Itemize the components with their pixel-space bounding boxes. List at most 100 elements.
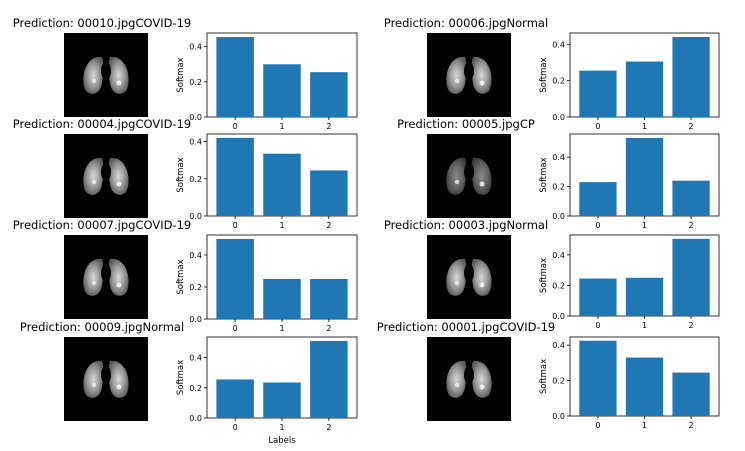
y-tick-label: 0.4 xyxy=(552,251,565,260)
bar xyxy=(672,238,710,316)
right-lung-shape xyxy=(108,258,129,296)
bar xyxy=(625,357,664,416)
bar xyxy=(310,279,348,319)
y-axis-label: Softmax xyxy=(539,157,549,192)
right-lung-shape xyxy=(471,258,492,296)
x-tick-label: 1 xyxy=(279,324,284,333)
x-tick-label: 2 xyxy=(689,321,694,330)
x-tick-label: 0 xyxy=(595,321,600,330)
y-axis-label: Softmax xyxy=(539,359,549,394)
right-lung-shape xyxy=(108,157,129,195)
y-tick-label: 0.4 xyxy=(552,341,565,350)
y-axis-label: Softmax xyxy=(176,157,186,192)
left-lung-shape xyxy=(83,157,104,195)
panel-title: Prediction: 00009.jpgNormal xyxy=(20,320,184,334)
x-tick-label: 0 xyxy=(233,122,238,131)
bar xyxy=(625,137,664,216)
lesion-spot xyxy=(479,384,485,390)
x-tick-label: 2 xyxy=(326,122,331,131)
bar xyxy=(579,182,617,216)
bar xyxy=(625,277,664,316)
left-lung-shape xyxy=(83,258,104,296)
panel-title: Prediction: 00004.jpgCOVID-19 xyxy=(13,117,191,131)
y-axis-label: Softmax xyxy=(539,258,549,293)
x-tick-label: 1 xyxy=(642,221,647,230)
x-tick-label: 0 xyxy=(595,221,600,230)
y-tick-label: 0.0 xyxy=(189,315,202,324)
chart-panel-1: Prediction: 00010.jpgCOVID-19 0.0 0.2 0.4So… xyxy=(13,16,358,131)
y-tick-label: 0.2 xyxy=(189,78,202,87)
bar xyxy=(263,153,301,216)
y-tick-label: 0.4 xyxy=(189,251,202,260)
lesion-spot xyxy=(454,382,460,388)
y-tick-label: 0.4 xyxy=(552,40,565,49)
mediastinum-shape xyxy=(101,366,111,384)
lesion-spot xyxy=(91,78,97,84)
panel-title: Prediction: 00010.jpgCOVID-19 xyxy=(13,16,191,30)
panel-title: Prediction: 00001.jpgCOVID-19 xyxy=(377,320,555,334)
lesion-spot xyxy=(116,80,122,86)
x-tick-label: 1 xyxy=(642,321,647,330)
right-lung-shape xyxy=(471,360,492,398)
mediastinum-shape xyxy=(464,366,474,384)
y-axis-label: Softmax xyxy=(176,360,186,395)
mediastinum-shape xyxy=(101,264,111,282)
x-tick-label: 2 xyxy=(326,423,331,432)
y-tick-label: 0.0 xyxy=(552,113,565,122)
x-tick-label: 1 xyxy=(279,221,284,230)
x-tick-label: 2 xyxy=(689,122,694,131)
y-tick-label: 0.0 xyxy=(552,412,565,421)
mediastinum-shape xyxy=(464,62,474,80)
lesion-spot xyxy=(116,282,122,288)
x-tick-label: 1 xyxy=(279,423,284,432)
right-lung-shape xyxy=(471,157,492,195)
mediastinum-shape xyxy=(464,163,474,181)
bar xyxy=(263,279,301,319)
bar xyxy=(263,382,301,418)
lesion-spot xyxy=(91,280,97,286)
y-tick-label: 0.2 xyxy=(189,384,202,393)
lesion-spot xyxy=(91,179,97,185)
lesion-spot xyxy=(116,181,122,187)
bar xyxy=(216,137,254,216)
panel-title: Prediction: 00005.jpgCP xyxy=(397,117,535,131)
chart-panel-5: Prediction: 00007.jpgCOVID-19 0.0 0.2 0.4So… xyxy=(13,218,358,333)
panel-title: Prediction: 00006.jpgNormal xyxy=(384,16,548,30)
x-tick-label: 2 xyxy=(326,324,331,333)
left-lung-shape xyxy=(446,360,467,398)
bar xyxy=(310,72,348,117)
bar xyxy=(310,340,348,418)
x-tick-label: 2 xyxy=(689,221,694,230)
mediastinum-shape xyxy=(101,163,111,181)
bar xyxy=(672,37,710,117)
x-tick-label: 0 xyxy=(595,122,600,131)
y-axis-label: Softmax xyxy=(176,259,186,294)
y-tick-label: 0.0 xyxy=(552,212,565,221)
bar xyxy=(579,70,617,117)
bar xyxy=(579,278,617,316)
bar xyxy=(216,37,254,117)
bar xyxy=(579,340,617,416)
bar xyxy=(216,379,254,418)
panel-title: Prediction: 00007.jpgCOVID-19 xyxy=(13,218,191,232)
lesion-spot xyxy=(479,282,485,288)
lesion-spot xyxy=(479,181,485,187)
y-tick-label: 0.0 xyxy=(189,414,202,423)
right-lung-shape xyxy=(108,56,129,94)
x-tick-label: 0 xyxy=(233,423,238,432)
lesion-spot xyxy=(454,179,460,185)
left-lung-shape xyxy=(446,56,467,94)
panel-title: Prediction: 00003.jpgNormal xyxy=(384,218,548,232)
lesion-spot xyxy=(454,280,460,286)
y-tick-label: 0.0 xyxy=(552,312,565,321)
bar xyxy=(216,239,254,319)
left-lung-shape xyxy=(83,360,104,398)
chart-panel-6: Prediction: 00003.jpgNormal 0.0 0.2 0.4Soft… xyxy=(384,218,720,330)
chart-panel-7: Prediction: 00009.jpgNormal 0.0 0.2 0.4Soft… xyxy=(20,320,358,446)
y-tick-label: 0.2 xyxy=(552,377,565,386)
y-tick-label: 0.2 xyxy=(189,175,202,184)
lesion-spot xyxy=(116,384,122,390)
y-tick-label: 0.4 xyxy=(189,354,202,363)
chart-panel-2: Prediction: 00006.jpgNormal 0.0 0.2 0.4Soft… xyxy=(384,16,720,131)
